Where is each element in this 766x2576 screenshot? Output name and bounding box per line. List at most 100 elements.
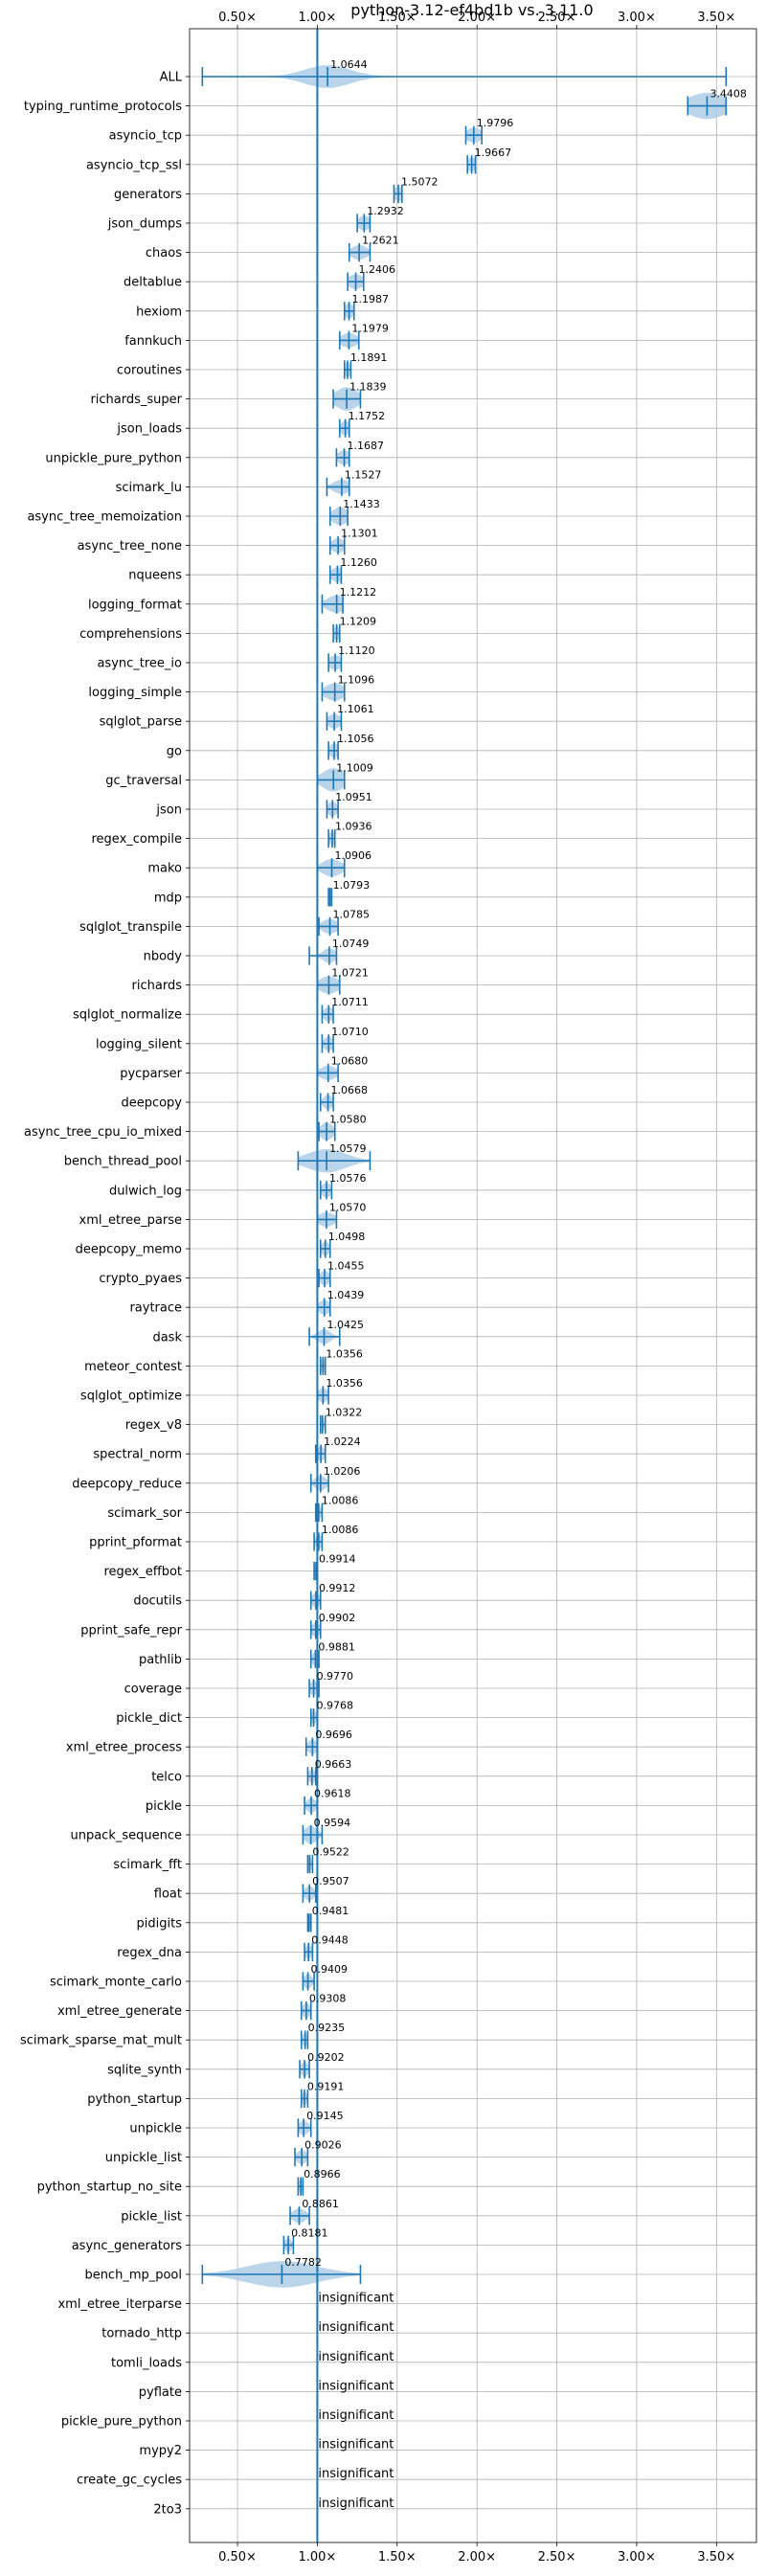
x-tick-label-bottom: 2.50×	[538, 2550, 576, 2565]
benchmark-label: logging_simple	[88, 686, 182, 700]
benchmark-label: xml_etree_process	[66, 1741, 182, 1755]
violins	[201, 65, 728, 2288]
benchmark-label: mypy2	[139, 2444, 182, 2458]
value-label: 1.1260	[340, 556, 377, 569]
benchmark-label: pidigits	[137, 1916, 183, 1931]
benchmark-label: ALL	[160, 71, 183, 85]
x-tick-label-top: 1.00×	[298, 11, 336, 25]
value-label: 1.1096	[338, 674, 375, 687]
benchmark-label: xml_etree_generate	[57, 2004, 182, 2019]
value-label: 1.0498	[328, 1231, 366, 1243]
value-label: 1.1209	[340, 615, 377, 627]
benchmark-label: scimark_monte_carlo	[50, 1976, 182, 1990]
value-label: 3.4408	[710, 88, 747, 101]
value-label: 1.1839	[349, 381, 387, 394]
value-label: 1.1979	[351, 322, 389, 334]
benchmark-label: go	[167, 744, 182, 758]
benchmark-label: sqlglot_transpile	[79, 920, 182, 935]
value-label: 0.9191	[307, 2080, 345, 2092]
insignificant-label: insignificant	[318, 2408, 394, 2423]
benchmark-label: sqlglot_optimize	[80, 1390, 182, 1404]
value-label: 1.0206	[324, 1465, 361, 1478]
benchmark-label: pathlib	[139, 1653, 182, 1667]
benchmark-label: docutils	[133, 1594, 182, 1609]
insignificant-label: insignificant	[318, 2438, 394, 2452]
value-label: 0.8966	[304, 2168, 341, 2181]
value-label: 0.9663	[315, 1758, 352, 1771]
value-label: 1.0439	[327, 1289, 365, 1301]
value-label: 0.9881	[318, 1640, 355, 1653]
x-tick-label-top: 0.50×	[218, 11, 257, 25]
benchmark-label: pickle	[146, 1799, 182, 1814]
value-label: 1.1009	[336, 761, 373, 774]
value-label: 1.0711	[331, 996, 369, 1008]
benchmark-label: regex_compile	[91, 832, 182, 847]
x-tick-label-bottom: 2.00×	[458, 2550, 496, 2565]
benchmark-label: unpickle_pure_python	[45, 451, 182, 465]
benchmark-label: hexiom	[136, 305, 182, 319]
benchmark-label: asyncio_tcp	[109, 129, 182, 144]
benchmark-label: async_tree_io	[97, 657, 182, 671]
insignificant-label: insignificant	[318, 2497, 394, 2511]
benchmark-label: regex_v8	[125, 1418, 182, 1433]
benchmark-label: dulwich_log	[109, 1184, 182, 1198]
benchmark-label: sqlite_synth	[107, 2063, 182, 2077]
benchmark-label: telco	[151, 1770, 182, 1784]
benchmark-label: mako	[147, 862, 182, 876]
benchmark-label: pprint_pformat	[89, 1536, 182, 1550]
benchmark-label: tornado_http	[101, 2327, 182, 2341]
value-label: 1.0721	[331, 967, 369, 980]
value-label: 1.0936	[335, 821, 372, 833]
benchmark-label: scimark_fft	[113, 1858, 182, 1872]
value-label: 0.9145	[306, 2110, 344, 2122]
value-label: 0.9768	[317, 1700, 354, 1712]
benchmark-label: coroutines	[117, 364, 182, 378]
value-label: 1.0793	[333, 879, 371, 892]
x-tick-label-top: 2.50×	[538, 11, 576, 25]
benchmark-label: sqlglot_parse	[100, 715, 182, 730]
value-label: 1.1056	[337, 733, 374, 745]
benchmark-label: pickle_dict	[116, 1711, 182, 1726]
benchmark-label: json_loads	[116, 422, 182, 437]
value-label: 0.9594	[314, 1817, 351, 1829]
benchmark-label: gc_traversal	[105, 774, 182, 788]
plot-frame	[189, 28, 757, 2543]
benchmark-label: async_generators	[72, 2239, 183, 2253]
benchmark-label: 2to3	[153, 2502, 182, 2517]
benchmark-label: deepcopy_reduce	[72, 1477, 182, 1491]
benchmark-label: pickle_list	[121, 2209, 182, 2224]
value-label: 1.0322	[326, 1407, 363, 1419]
value-label: 1.1891	[350, 351, 388, 364]
benchmark-label: dask	[152, 1330, 182, 1344]
benchmark-label: pickle_pure_python	[61, 2415, 182, 2429]
value-label: 1.0951	[335, 791, 372, 803]
benchmark-label: json	[155, 803, 182, 818]
value-label: 1.0785	[332, 908, 370, 920]
insignificant-label: insignificant	[318, 2292, 394, 2306]
x-tick-label-top: 1.50×	[378, 11, 417, 25]
value-label: 0.9618	[314, 1787, 351, 1799]
benchmark-label: crypto_pyaes	[99, 1272, 182, 1286]
benchmark-label: xml_etree_parse	[79, 1213, 182, 1228]
value-label: 1.1061	[337, 703, 374, 715]
benchmark-label: xml_etree_iterparse	[57, 2297, 182, 2312]
benchmark-label: deltablue	[124, 276, 182, 290]
x-tick-label-bottom: 1.50×	[378, 2550, 417, 2565]
axis-ticks: 0.50× 0.50× 1.00× 1.00× 1.50× 1.50× 2.00× 2.00×…	[186, 11, 735, 2565]
value-label: 1.0224	[324, 1435, 361, 1448]
benchmark-label: scimark_sparse_mat_mult	[20, 2034, 182, 2048]
benchmark-label: async_tree_cpu_io_mixed	[24, 1125, 182, 1140]
benchmark-label: mdp	[154, 891, 182, 905]
value-label: 1.0580	[329, 1114, 367, 1126]
value-label: 0.7782	[284, 2256, 322, 2269]
benchmark-label: asyncio_tcp_ssl	[86, 158, 182, 172]
benchmark-label: pprint_safe_repr	[80, 1623, 182, 1638]
x-tick-label-top: 2.00×	[458, 11, 496, 25]
x-tick-label-bottom: 3.50×	[697, 2550, 735, 2565]
value-label: 1.0680	[331, 1054, 369, 1067]
benchmark-label: unpickle	[129, 2122, 182, 2136]
benchmark-label: generators	[114, 188, 182, 202]
value-label: 1.0356	[326, 1377, 363, 1390]
benchmark-label: pyflate	[139, 2385, 182, 2400]
